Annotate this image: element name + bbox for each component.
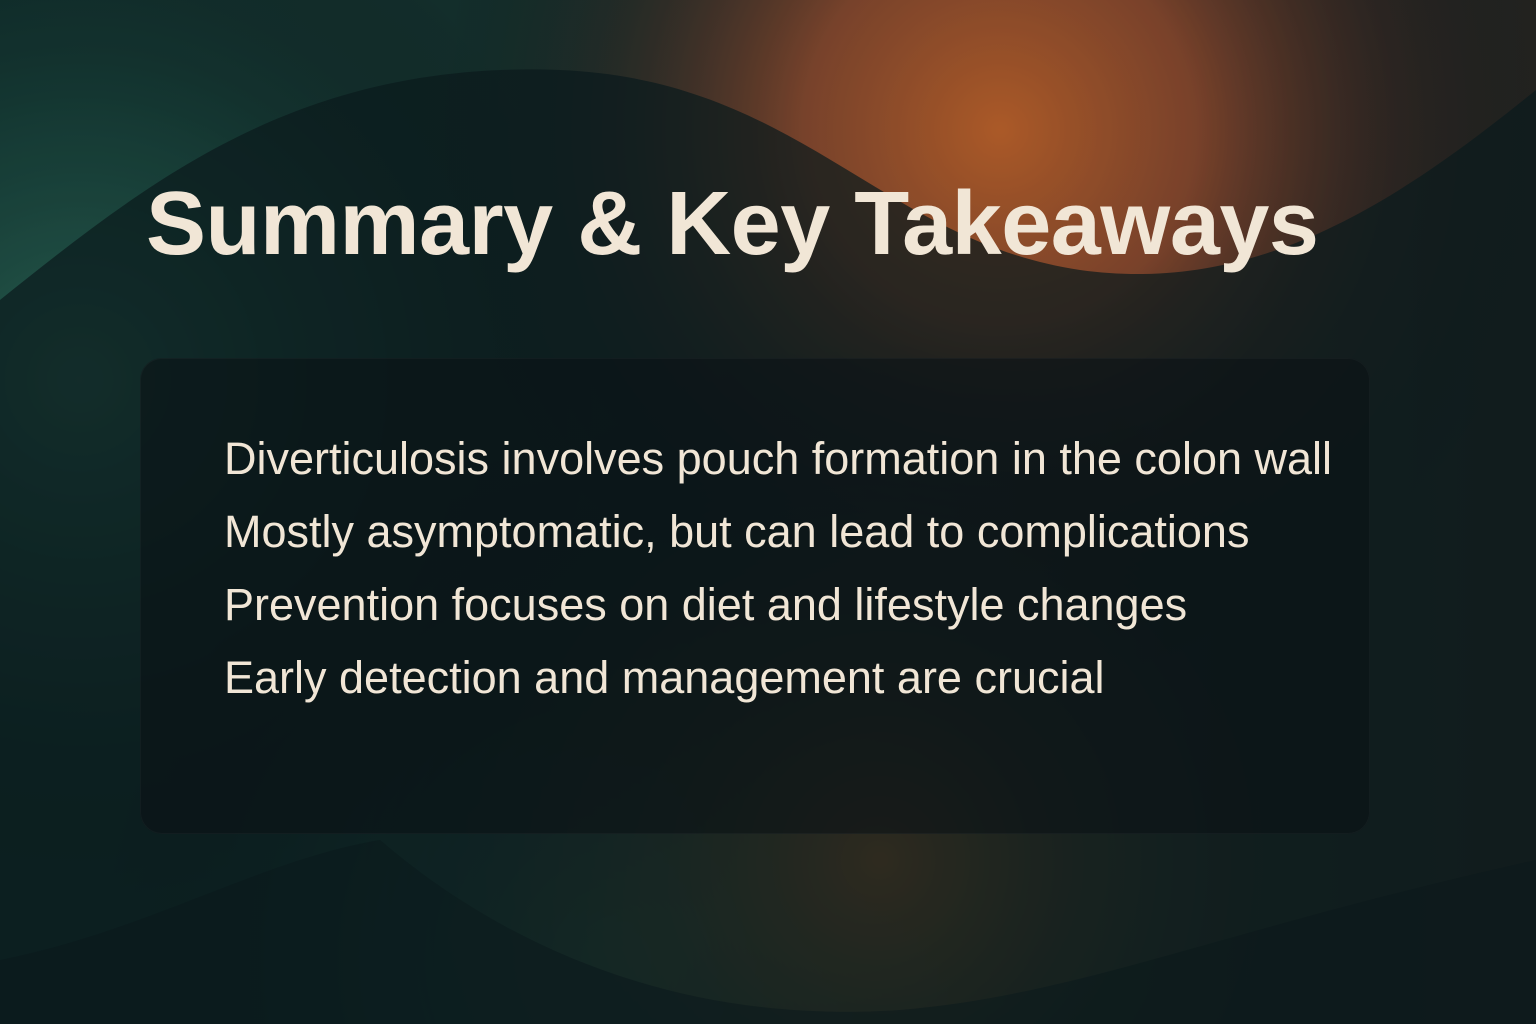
takeaway-item: Prevention focuses on diet and lifestyle… (224, 579, 1188, 630)
takeaway-item: Diverticulosis involves pouch formation … (224, 433, 1333, 484)
takeaways-list: Diverticulosis involves pouch formation … (224, 432, 1334, 724)
takeaway-item: Mostly asymptomatic, but can lead to com… (224, 506, 1250, 557)
slide-title: Summary & Key Takeaways (146, 174, 1319, 274)
takeaway-item: Early detection and management are cruci… (224, 652, 1105, 703)
takeaways-panel: Diverticulosis involves pouch formation … (140, 358, 1370, 834)
